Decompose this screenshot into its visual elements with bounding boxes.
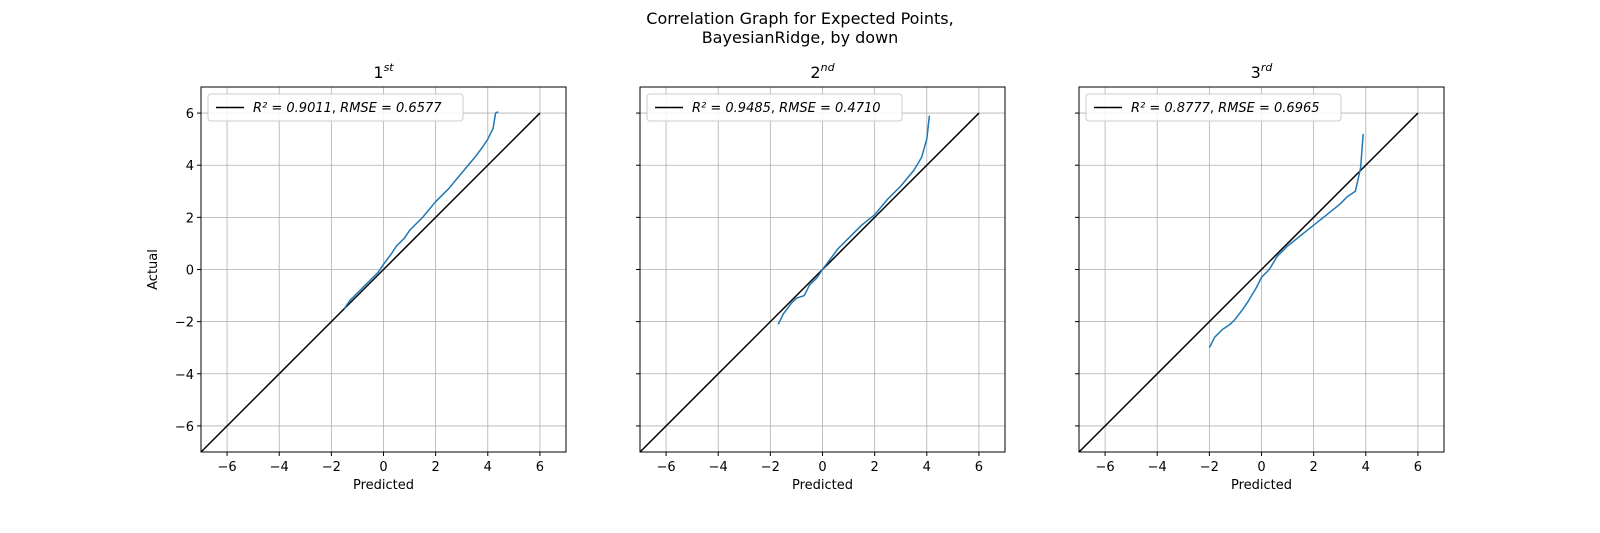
identity-line <box>201 112 541 452</box>
figure-title-line1: Correlation Graph for Expected Points, <box>646 9 953 28</box>
y-tick-label: 2 <box>186 211 194 226</box>
legend-box <box>1085 93 1342 122</box>
subplot-title-num: 3 <box>1251 63 1261 82</box>
subplots: −6 −4 −2 0 2 4 6 −6 −4 −2 0 2 4 6 Predicted Actual 1st R²… <box>146 61 1445 493</box>
series-line <box>343 111 499 310</box>
subplot-title-sup: nd <box>821 61 836 74</box>
x-axis-label: Predicted <box>353 478 414 493</box>
y-tick-label: −6 <box>175 420 194 435</box>
y-tick-label: −4 <box>175 368 194 383</box>
x-tick-label: −6 <box>217 460 236 475</box>
x-tick-label: 2 <box>1310 460 1318 475</box>
x-tick-label: −2 <box>1200 460 1219 475</box>
x-tick-label: 4 <box>1362 460 1370 475</box>
legend-label: R² = 0.9485, RMSE = 0.4710 <box>692 101 881 116</box>
x-tick-label: −6 <box>656 460 675 475</box>
legend-label: R² = 0.9011, RMSE = 0.6577 <box>253 101 442 116</box>
subplot-title-sup: st <box>384 61 395 74</box>
x-axis-label: Predicted <box>1231 478 1292 493</box>
legend-sep: , <box>332 101 340 116</box>
x-tick-label: 0 <box>379 460 387 475</box>
x-tick-label: −4 <box>1148 460 1167 475</box>
y-axis-label: Actual <box>146 249 161 290</box>
subplot-title: 1st <box>373 61 394 82</box>
subplot-1: −6 −4 −2 0 2 4 6 −6 −4 −2 0 2 4 6 Predicted Actual 1st R²… <box>146 61 567 493</box>
series-line <box>777 115 931 325</box>
subplot-title-num: 1 <box>373 63 383 82</box>
legend-r2: R² = 0.9011 <box>253 101 332 116</box>
y-tick-label: 4 <box>186 159 194 174</box>
legend-rmse: RMSE = 0.6577 <box>340 101 442 116</box>
legend-rmse: RMSE = 0.4710 <box>779 101 880 116</box>
legend: R² = 0.9011, RMSE = 0.6577 <box>207 93 464 122</box>
legend-r2: R² = 0.9485 <box>692 101 771 116</box>
y-tick-label: 6 <box>186 107 194 122</box>
x-tick-label: 4 <box>484 460 492 475</box>
subplot-title: 3rd <box>1251 61 1274 82</box>
subplot-3: −6 −4 −2 0 2 4 6 Predicted 3rd R² = 0.8777, RMSE … <box>1075 61 1445 493</box>
legend-rmse: RMSE = 0.6965 <box>1218 101 1319 116</box>
x-tick-label: 2 <box>432 460 440 475</box>
subplot-title: 2nd <box>810 61 835 82</box>
legend-r2: R² = 0.8777 <box>1131 101 1211 116</box>
legend-sep: , <box>1210 101 1218 116</box>
legend-sep: , <box>771 101 779 116</box>
x-tick-label: 4 <box>923 460 931 475</box>
x-tick-label: 2 <box>871 460 879 475</box>
y-tick-label: −2 <box>175 316 194 331</box>
identity-line <box>1079 112 1419 452</box>
identity-line <box>640 112 980 452</box>
series-line <box>1208 133 1364 349</box>
subplot-title-num: 2 <box>810 63 820 82</box>
legend: R² = 0.8777, RMSE = 0.6965 <box>1085 93 1342 122</box>
x-tick-label: 0 <box>1257 460 1265 475</box>
x-tick-label: 0 <box>818 460 826 475</box>
figure-title-line2: BayesianRidge, by down <box>702 28 899 47</box>
subplot-title-sup: rd <box>1261 61 1274 74</box>
legend-label: R² = 0.8777, RMSE = 0.6965 <box>1131 101 1320 116</box>
x-tick-label: −4 <box>709 460 728 475</box>
legend-box <box>646 93 903 122</box>
x-tick-label: 6 <box>1414 460 1422 475</box>
y-tick-label: 0 <box>186 264 194 279</box>
x-tick-label: −6 <box>1095 460 1114 475</box>
x-tick-label: −2 <box>322 460 341 475</box>
legend-box <box>207 93 464 122</box>
legend: R² = 0.9485, RMSE = 0.4710 <box>646 93 903 122</box>
x-axis-label: Predicted <box>792 478 853 493</box>
x-tick-label: 6 <box>536 460 544 475</box>
x-tick-label: −2 <box>761 460 780 475</box>
x-tick-label: −4 <box>270 460 289 475</box>
x-tick-label: 6 <box>975 460 983 475</box>
